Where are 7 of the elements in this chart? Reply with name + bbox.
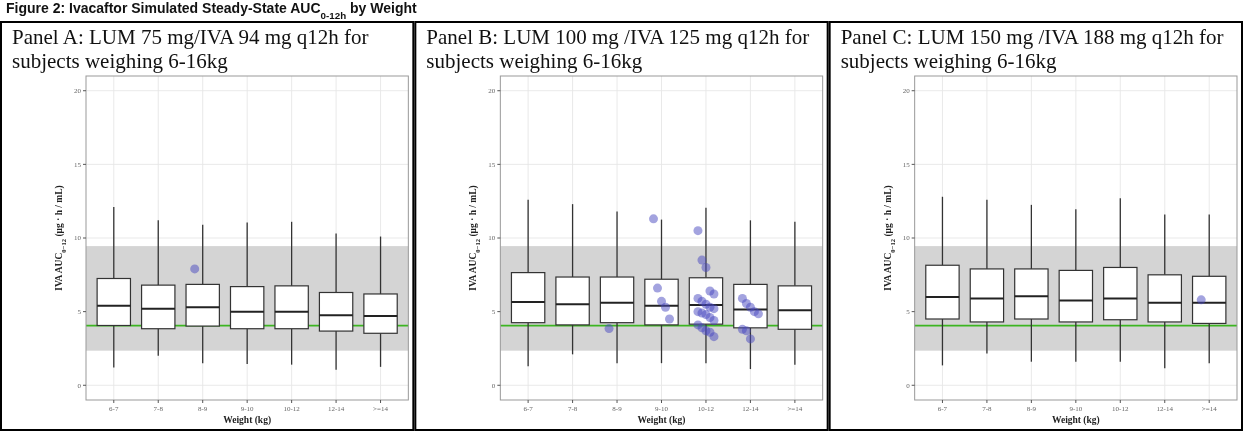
caption: Figure 2: Ivacaftor Simulated Steady-State AUC$_{0-12h}$ by Weight xyxy=(6,0,418,21)
x-axis-title: Weight (kg) xyxy=(223,415,272,426)
x-axis-title: Weight (kg) xyxy=(1051,415,1100,426)
chart-title: Panel C: LUM 150 mg /IVA 188 mg q12h for subjects weighing 6-16kg xyxy=(840,25,1224,73)
chart-title: Panel B: LUM 100 mg /IVA 125 mg q12h for subjects weighing 6-16kg xyxy=(426,25,810,73)
x-axis-title: Weight (kg) xyxy=(637,415,686,426)
chart-title: Panel A: LUM 75 mg/IVA 94 mg q12h for subjects weighing 6-16kg xyxy=(12,25,369,73)
